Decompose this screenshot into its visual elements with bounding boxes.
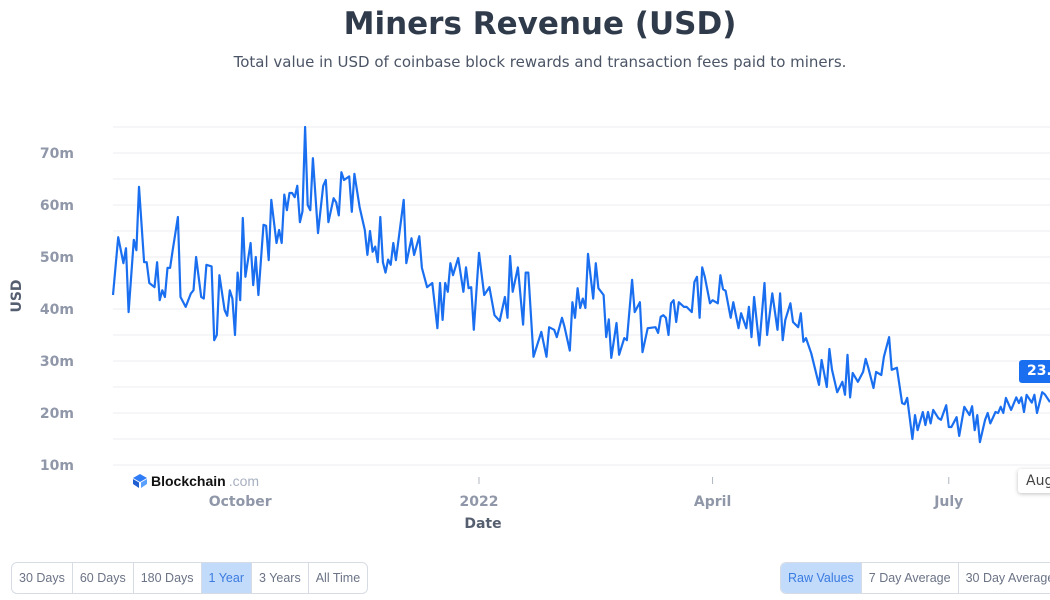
- x-axis-ticks: October 2022 April July: [209, 477, 963, 510]
- page-title: Miners Revenue (USD): [343, 6, 737, 42]
- range-all-time-button[interactable]: All Time: [315, 571, 361, 585]
- y-tick-label: 30m: [40, 354, 74, 370]
- y-tick-label: 50m: [40, 250, 74, 266]
- range-180-days-button[interactable]: 180 Days: [134, 563, 202, 593]
- y-axis-label: USD: [9, 279, 25, 312]
- y-tick-label: 10m: [40, 458, 74, 474]
- x-axis-label: Date: [464, 516, 501, 532]
- range-3-years-button[interactable]: 3 Years: [252, 563, 309, 593]
- smoothing-selector: Raw Values 7 Day Average 30 Day Average: [780, 562, 1050, 594]
- blockchain-logo-icon: [133, 474, 147, 488]
- range-60-days-button[interactable]: 60 Days: [73, 563, 134, 593]
- x-tick-label: October: [209, 494, 272, 510]
- page-subtitle: Total value in USD of coinbase block rew…: [233, 53, 847, 71]
- x-tick-label: April: [694, 494, 731, 510]
- range-30-days-button[interactable]: 30 Days: [12, 563, 73, 593]
- hover-date-tooltip: Aug: [1018, 469, 1050, 493]
- y-tick-label: 20m: [40, 406, 74, 422]
- series-miners-revenue: [111, 125, 1050, 444]
- y-axis-ticks: 10m 20m 30m 40m 50m 60m 70m: [40, 146, 74, 474]
- raw-values-button[interactable]: Raw Values: [781, 563, 862, 593]
- 7-day-average-button[interactable]: 7 Day Average: [862, 563, 959, 593]
- series-line: [111, 125, 1050, 444]
- logo-text: Blockchain: [151, 473, 226, 489]
- logo-domain: .com: [228, 473, 260, 489]
- time-range-selector: 30 Days 60 Days 180 Days 1 Year 3 Years …: [11, 562, 369, 594]
- hover-value-tooltip: 23.: [1019, 360, 1050, 383]
- blockchain-logo: Blockchain .com: [132, 473, 259, 489]
- range-1-year-button[interactable]: 1 Year: [201, 563, 252, 593]
- y-tick-label: 70m: [40, 146, 74, 162]
- x-tick-label: July: [933, 494, 963, 510]
- x-tick-label: 2022: [459, 494, 498, 510]
- 30-day-average-button[interactable]: 30 Day Average: [965, 571, 1050, 585]
- y-tick-label: 60m: [40, 198, 74, 214]
- y-tick-label: 40m: [40, 302, 74, 318]
